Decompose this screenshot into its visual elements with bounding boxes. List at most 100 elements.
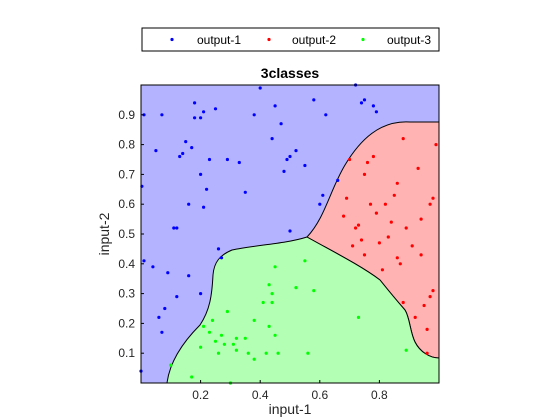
point-output-2-11: [372, 155, 375, 158]
y-tick-label: 0.1: [118, 346, 135, 360]
point-output-3-24: [274, 265, 277, 268]
y-tick-label: 0.9: [118, 108, 135, 122]
y-tick-label: 0.2: [118, 316, 135, 330]
point-output-3-23: [274, 334, 277, 337]
point-output-1-21: [199, 292, 202, 295]
point-output-1-43: [294, 149, 297, 152]
point-output-3-31: [405, 349, 408, 352]
point-output-3-25: [277, 352, 280, 355]
point-output-2-19: [396, 182, 399, 185]
point-output-3-27: [303, 259, 306, 262]
y-axis-ticks: 0.10.20.30.40.50.60.70.80.9: [118, 108, 144, 360]
point-output-3-33: [247, 352, 250, 355]
point-output-1-46: [318, 203, 321, 206]
y-tick-label: 0.7: [118, 167, 135, 181]
point-output-1-29: [217, 247, 220, 250]
point-output-3-9: [223, 343, 226, 346]
point-output-3-7: [217, 352, 220, 355]
point-output-1-49: [336, 179, 339, 182]
point-output-3-15: [244, 337, 247, 340]
point-output-1-52: [363, 98, 366, 101]
point-output-3-29: [312, 289, 315, 292]
point-output-1-8: [160, 113, 163, 116]
point-output-2-35: [426, 352, 429, 355]
point-output-1-18: [190, 146, 193, 149]
point-output-2-1: [345, 197, 348, 200]
point-output-2-0: [342, 215, 345, 218]
point-output-1-36: [271, 137, 274, 140]
point-output-2-28: [420, 253, 423, 256]
point-output-1-34: [253, 113, 256, 116]
point-output-2-9: [366, 161, 369, 164]
legend: output-1 output-2 output-3: [142, 28, 439, 51]
point-output-1-10: [172, 226, 175, 229]
point-output-3-30: [357, 316, 360, 319]
point-output-1-2: [142, 259, 145, 262]
point-output-1-28: [214, 107, 217, 110]
point-output-2-23: [402, 301, 405, 304]
point-output-3-1: [190, 375, 193, 378]
point-output-2-14: [381, 268, 384, 271]
point-output-1-15: [184, 140, 187, 143]
point-output-3-14: [235, 337, 238, 340]
point-output-2-26: [414, 316, 417, 319]
legend-marker-output-2: [267, 38, 270, 41]
point-output-1-48: [324, 113, 327, 116]
point-output-1-25: [202, 206, 205, 209]
point-output-2-10: [369, 203, 372, 206]
point-output-1-4: [151, 265, 154, 268]
x-tick-label: 0.8: [371, 388, 388, 402]
point-output-2-12: [375, 212, 378, 215]
point-output-2-27: [420, 218, 423, 221]
y-tick-label: 0.6: [118, 197, 135, 211]
point-output-1-17: [187, 274, 190, 277]
point-output-1-13: [178, 155, 181, 158]
point-output-2-20: [396, 256, 399, 259]
point-output-3-2: [199, 346, 202, 349]
legend-label-output-3: output-3: [387, 33, 431, 47]
point-output-1-30: [220, 256, 223, 259]
point-output-3-22: [271, 292, 274, 295]
point-output-1-31: [226, 158, 229, 161]
point-output-2-21: [399, 262, 402, 265]
legend-label-output-1: output-1: [197, 33, 241, 47]
point-output-1-54: [375, 110, 378, 113]
point-output-2-29: [423, 304, 426, 307]
y-tick-label: 0.3: [118, 287, 135, 301]
x-tick-label: 0.4: [252, 388, 269, 402]
point-output-2-17: [390, 221, 393, 224]
point-output-1-20: [193, 101, 196, 104]
y-tick-label: 0.5: [118, 227, 135, 241]
point-output-3-10: [226, 310, 229, 313]
point-output-3-6: [214, 340, 217, 343]
point-output-3-18: [262, 301, 265, 304]
point-output-2-5: [357, 224, 360, 227]
point-output-3-17: [253, 358, 256, 361]
point-output-2-24: [405, 226, 408, 229]
point-output-1-14: [181, 152, 184, 155]
point-output-1-33: [259, 86, 262, 89]
point-output-1-35: [244, 191, 247, 194]
point-output-2-7: [363, 253, 366, 256]
point-output-1-44: [303, 164, 306, 167]
point-output-3-16: [253, 319, 256, 322]
point-output-1-7: [163, 307, 166, 310]
point-output-1-6: [160, 331, 163, 334]
point-output-1-19: [193, 116, 196, 119]
point-output-1-5: [157, 316, 160, 319]
point-output-3-32: [271, 301, 274, 304]
point-output-1-40: [285, 158, 288, 161]
point-output-1-27: [208, 158, 211, 161]
point-output-1-11: [175, 226, 178, 229]
point-output-2-6: [360, 238, 363, 241]
point-output-2-25: [411, 244, 414, 247]
point-output-2-8: [363, 173, 366, 176]
point-output-1-24: [202, 110, 205, 113]
point-output-3-3: [202, 325, 205, 328]
point-output-3-28: [306, 352, 309, 355]
point-output-1-53: [372, 104, 375, 107]
x-axis-label: input-1: [269, 401, 312, 417]
x-tick-label: 0.2: [192, 388, 209, 402]
point-output-3-12: [232, 343, 235, 346]
